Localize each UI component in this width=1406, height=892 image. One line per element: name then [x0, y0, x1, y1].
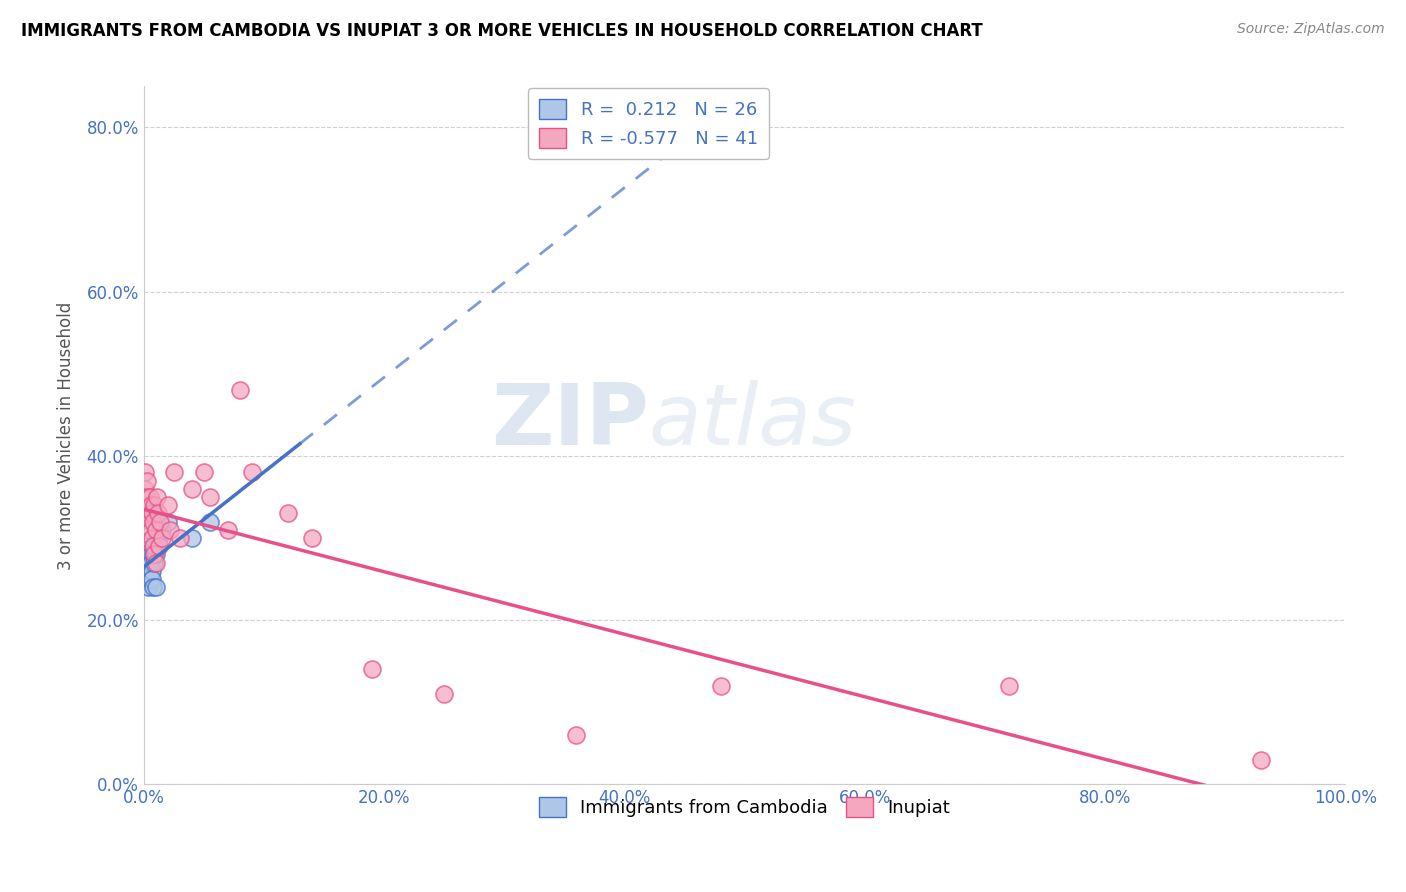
Point — [1250, 753, 1272, 767]
Point — [159, 523, 181, 537]
Point — [141, 564, 163, 578]
Point — [135, 498, 157, 512]
Point — [134, 482, 156, 496]
Point — [301, 531, 323, 545]
Point — [141, 531, 163, 545]
Point — [136, 548, 159, 562]
Point — [138, 490, 160, 504]
Point — [229, 383, 252, 397]
Point — [277, 507, 299, 521]
Point — [138, 556, 160, 570]
Point — [142, 580, 165, 594]
Point — [143, 556, 166, 570]
Text: atlas: atlas — [648, 380, 856, 463]
Point — [139, 556, 162, 570]
Point — [146, 490, 169, 504]
Point — [138, 564, 160, 578]
Text: ZIP: ZIP — [491, 380, 648, 463]
Point — [169, 531, 191, 545]
Point — [139, 498, 162, 512]
Point — [141, 507, 163, 521]
Point — [145, 556, 167, 570]
Point — [138, 572, 160, 586]
Point — [143, 498, 166, 512]
Point — [135, 556, 157, 570]
Point — [138, 507, 160, 521]
Point — [143, 548, 166, 562]
Point — [134, 564, 156, 578]
Point — [136, 474, 159, 488]
Point — [141, 572, 163, 586]
Point — [180, 531, 202, 545]
Point — [709, 679, 731, 693]
Point — [145, 548, 167, 562]
Point — [136, 539, 159, 553]
Point — [433, 687, 456, 701]
Point — [138, 580, 160, 594]
Legend: Immigrants from Cambodia, Inupiat: Immigrants from Cambodia, Inupiat — [531, 790, 957, 824]
Point — [998, 679, 1021, 693]
Point — [240, 466, 263, 480]
Point — [198, 490, 221, 504]
Point — [134, 548, 156, 562]
Point — [146, 531, 169, 545]
Point — [148, 531, 170, 545]
Point — [150, 531, 173, 545]
Point — [142, 539, 165, 553]
Text: Source: ZipAtlas.com: Source: ZipAtlas.com — [1237, 22, 1385, 37]
Point — [149, 515, 172, 529]
Point — [136, 490, 159, 504]
Point — [565, 728, 588, 742]
Point — [146, 539, 169, 553]
Y-axis label: 3 or more Vehicles in Household: 3 or more Vehicles in Household — [58, 301, 75, 569]
Point — [145, 580, 167, 594]
Point — [193, 466, 215, 480]
Point — [142, 515, 165, 529]
Point — [148, 539, 170, 553]
Point — [139, 523, 162, 537]
Point — [145, 523, 167, 537]
Point — [361, 663, 384, 677]
Point — [150, 523, 173, 537]
Point — [163, 466, 186, 480]
Point — [198, 515, 221, 529]
Point — [156, 498, 179, 512]
Point — [180, 482, 202, 496]
Point — [134, 466, 156, 480]
Point — [139, 548, 162, 562]
Point — [217, 523, 239, 537]
Point — [146, 507, 169, 521]
Point — [156, 515, 179, 529]
Point — [142, 548, 165, 562]
Point — [138, 515, 160, 529]
Point — [143, 539, 166, 553]
Text: IMMIGRANTS FROM CAMBODIA VS INUPIAT 3 OR MORE VEHICLES IN HOUSEHOLD CORRELATION : IMMIGRANTS FROM CAMBODIA VS INUPIAT 3 OR… — [21, 22, 983, 40]
